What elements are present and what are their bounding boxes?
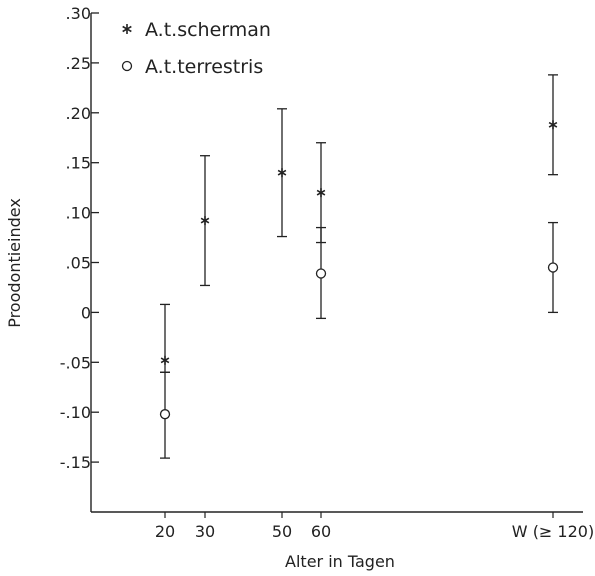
legend: A.t.scherman A.t.terrestris (121, 19, 271, 78)
data-point-terrestris (547, 262, 559, 273)
data-point-terrestris (159, 409, 171, 420)
data-point-terrestris (315, 268, 327, 279)
data-point-scherman (277, 168, 287, 178)
x-tick-label: 60 (311, 522, 331, 541)
legend-marker-scherman (122, 24, 132, 34)
error-bars (160, 74, 558, 459)
y-tick-label: .15 (66, 154, 91, 173)
y-tick-label: -.15 (60, 453, 91, 472)
x-tick-label: 50 (272, 522, 292, 541)
data-point-scherman (548, 120, 558, 130)
y-tick-label: -.10 (60, 403, 91, 422)
data-point-scherman (316, 188, 326, 198)
y-ticks: .30 .25 .20 .15 .10 .05 0 -.05 -.10 -.15 (60, 4, 99, 472)
legend-label-scherman: A.t.scherman (145, 19, 271, 41)
y-tick-label: .10 (66, 204, 91, 223)
x-tick-label: 30 (195, 522, 215, 541)
y-tick-label: .25 (66, 54, 91, 73)
legend-marker-terrestris (121, 60, 133, 72)
x-ticks: 20 30 50 60 W (≥ 120) (155, 512, 594, 541)
y-tick-label: .30 (66, 4, 91, 23)
x-tick-label: 20 (155, 522, 175, 541)
legend-label-terrestris: A.t.terrestris (145, 56, 263, 78)
y-tick-label: .05 (66, 254, 91, 273)
data-points (159, 120, 559, 420)
legend-star-glyph (122, 24, 132, 34)
y-tick-label: -.05 (60, 353, 91, 372)
data-point-scherman (160, 355, 170, 365)
y-tick-label: .20 (66, 104, 91, 123)
data-point-scherman (200, 216, 210, 226)
y-tick-label: 0 (81, 303, 91, 322)
x-axis-label: Alter in Tagen (285, 552, 395, 571)
x-tick-label: W (≥ 120) (512, 522, 594, 541)
y-axis-label: Proodontieindex (5, 198, 24, 328)
